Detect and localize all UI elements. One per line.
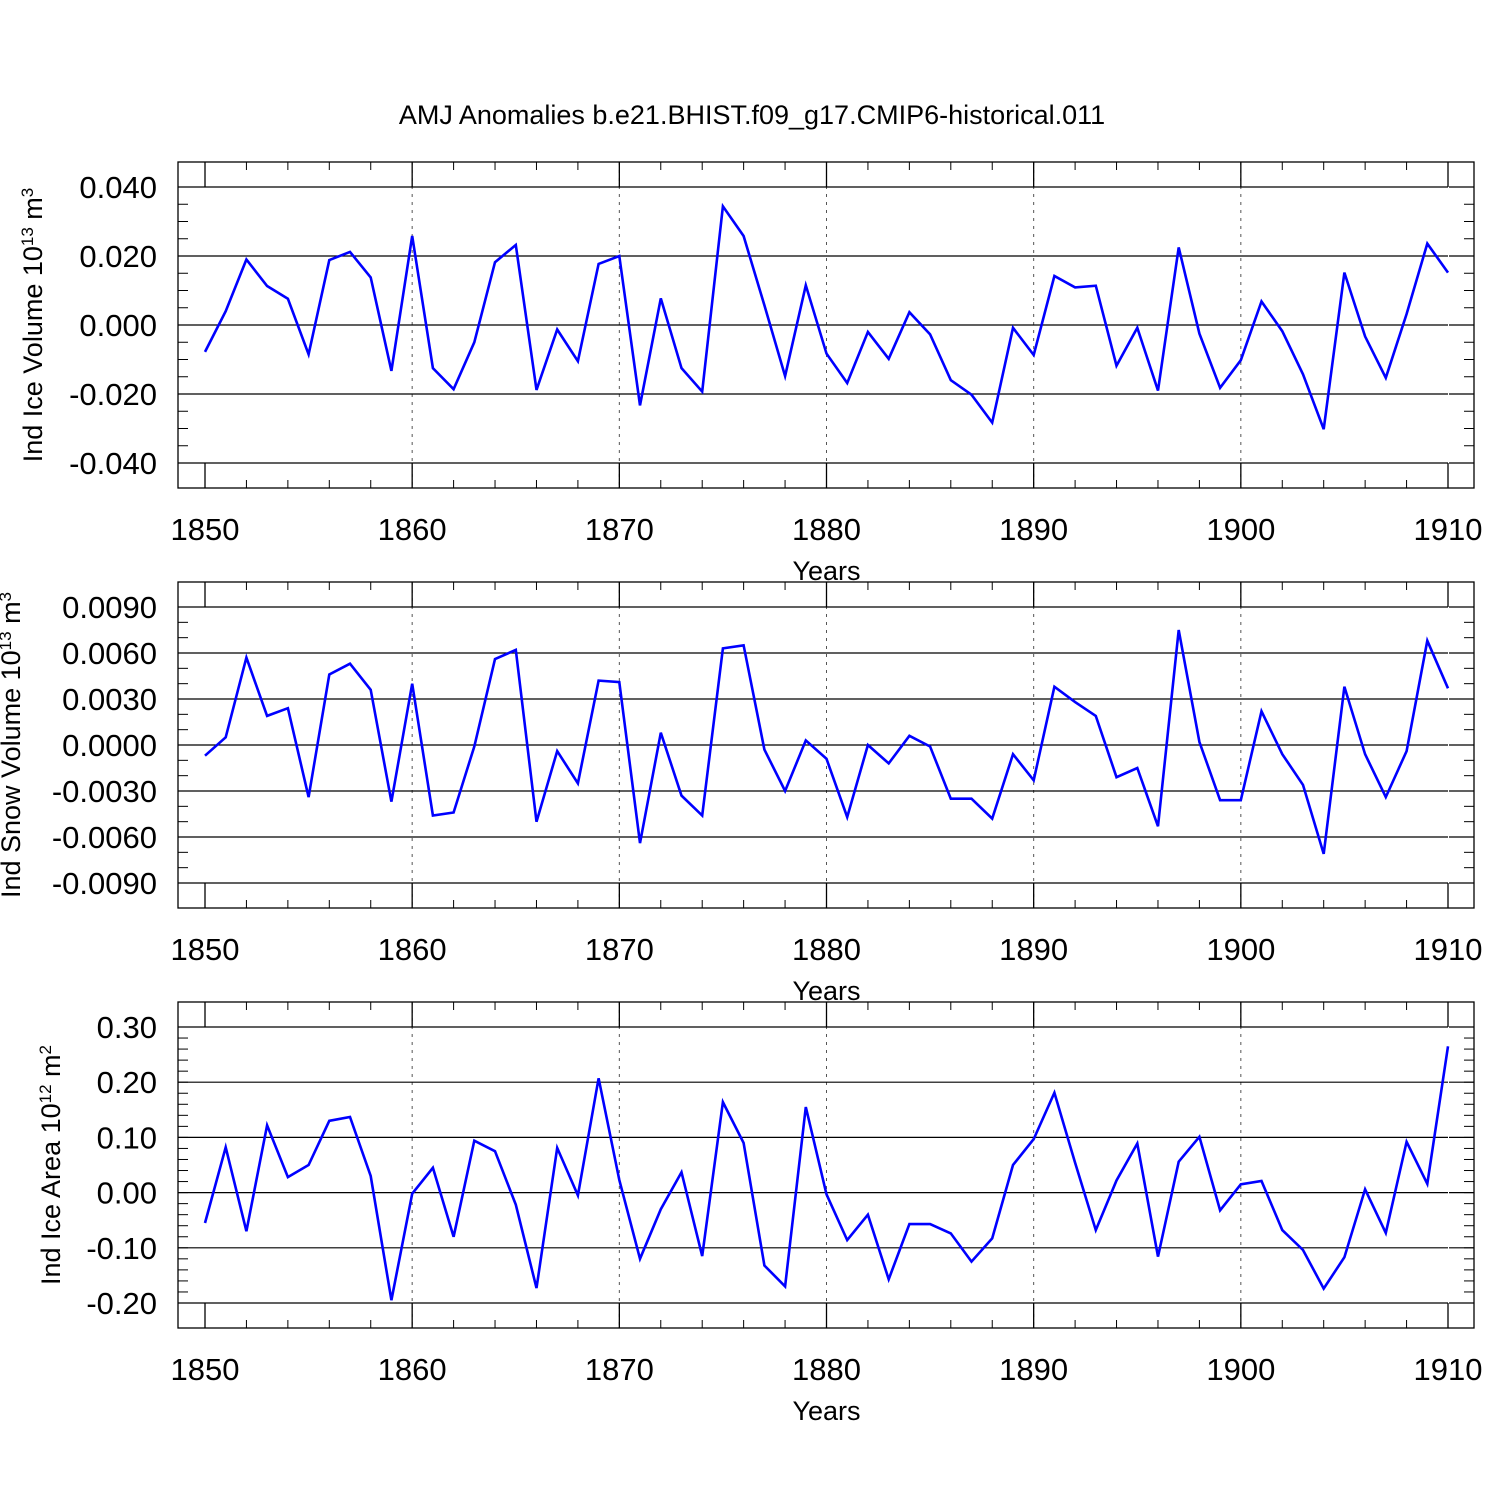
- x-tick-label: 1860: [378, 932, 447, 967]
- x-tick-label: 1870: [585, 1352, 654, 1387]
- y-axis-label-base: Ind Ice Area 10: [36, 1103, 66, 1285]
- y-axis-label: Ind Ice Area 1012 m2: [36, 1045, 67, 1285]
- y-axis-label-exponent: 13: [0, 631, 15, 650]
- x-tick-label: 1850: [171, 932, 240, 967]
- y-axis-label: Ind Snow Volume 1013 m3: [0, 592, 26, 898]
- x-axis-label: Years: [792, 556, 860, 586]
- y-tick-label: 0.0000: [62, 728, 157, 763]
- y-tick-label: 0.0030: [62, 682, 157, 717]
- x-tick-label: 1890: [999, 1352, 1068, 1387]
- y-axis-label-unit: m: [18, 197, 48, 227]
- y-axis-label-exponent: 13: [18, 227, 37, 246]
- y-axis-label-base: Ind Ice Volume 10: [18, 246, 48, 462]
- y-tick-label: -0.020: [69, 377, 157, 412]
- x-tick-label: 1910: [1414, 932, 1483, 967]
- series-line: [203, 1046, 1450, 1301]
- x-tick-label: 1900: [1206, 512, 1275, 547]
- x-tick-label: 1880: [792, 932, 861, 967]
- panel-3: 1850 1860 1870 1880 1890 1900 1910 -0.20 -0.10 0.…: [36, 1001, 1483, 1426]
- x-tick-label: 1870: [585, 512, 654, 547]
- x-tick-label: 1880: [792, 1352, 861, 1387]
- y-tick-label: -0.0060: [52, 820, 157, 855]
- series-line: [204, 629, 1450, 855]
- panel-1: 1850 1860 1870 1880 1890 1900 1910 -0.040 -0.020…: [18, 161, 1483, 586]
- y-axis-label-unit-exponent: 2: [36, 1045, 55, 1054]
- x-tick-label: 1850: [171, 1352, 240, 1387]
- y-tick-label: -0.10: [86, 1231, 157, 1266]
- y-tick-label: 0.000: [79, 308, 157, 343]
- x-axis-label: Years: [792, 976, 860, 1006]
- x-tick-label: 1870: [585, 932, 654, 967]
- y-tick-label: 0.020: [79, 239, 157, 274]
- x-tick-label: 1850: [171, 512, 240, 547]
- y-tick-label: -0.20: [86, 1286, 157, 1321]
- y-axis-label-unit-exponent: 3: [18, 188, 37, 197]
- y-tick-label: -0.0030: [52, 774, 157, 809]
- x-tick-label: 1890: [999, 512, 1068, 547]
- y-tick-label: 0.0090: [62, 590, 157, 625]
- y-axis-label: Ind Ice Volume 1013 m3: [18, 188, 49, 463]
- x-tick-label: 1890: [999, 932, 1068, 967]
- y-tick-label: 0.0060: [62, 636, 157, 671]
- x-axis-label: Years: [792, 1396, 860, 1426]
- x-tick-label: 1880: [792, 512, 861, 547]
- y-tick-label: 0.040: [79, 170, 157, 205]
- y-tick-label: 0.20: [97, 1065, 157, 1100]
- y-axis-label-unit: m: [0, 601, 26, 631]
- figure-title: AMJ Anomalies b.e21.BHIST.f09_g17.CMIP6-…: [399, 100, 1105, 130]
- x-tick-label: 1860: [378, 1352, 447, 1387]
- y-axis-label-unit-exponent: 3: [0, 592, 15, 601]
- series-line: [203, 202, 1450, 430]
- y-tick-label: -0.0090: [52, 866, 157, 901]
- x-tick-label: 1910: [1414, 1352, 1483, 1387]
- y-axis-label-unit: m: [36, 1054, 66, 1084]
- x-tick-label: 1900: [1206, 1352, 1275, 1387]
- y-axis-label-exponent: 12: [36, 1084, 55, 1103]
- x-tick-label: 1860: [378, 512, 447, 547]
- y-tick-label: -0.040: [69, 446, 157, 481]
- x-tick-label: 1900: [1206, 932, 1275, 967]
- y-tick-label: 0.30: [97, 1010, 157, 1045]
- y-axis-label-base: Ind Snow Volume 10: [0, 650, 26, 898]
- y-tick-label: 0.10: [97, 1120, 157, 1155]
- y-tick-label: 0.00: [97, 1176, 157, 1211]
- x-tick-label: 1910: [1414, 512, 1483, 547]
- panel-2: 1850 1860 1870 1880 1890 1900 1910 -0.0090 -0.00…: [0, 581, 1483, 1006]
